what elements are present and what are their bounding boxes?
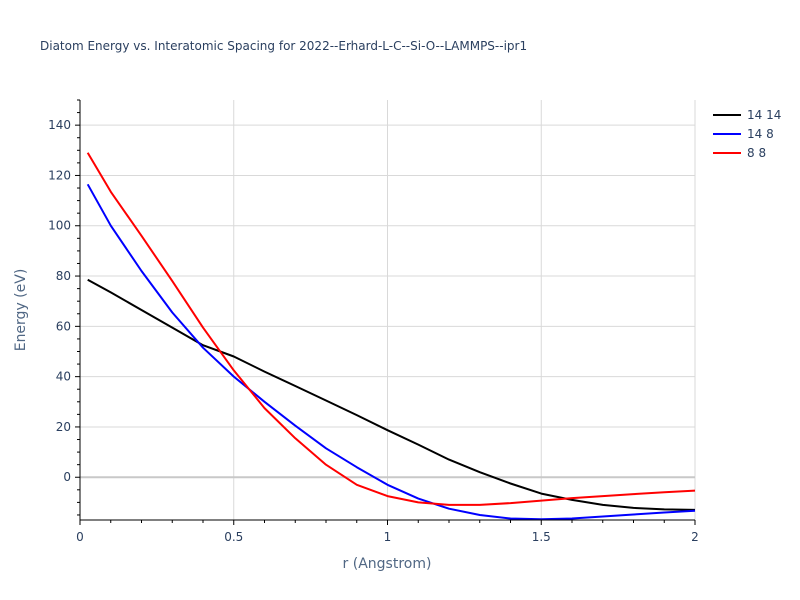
x-tick-label: 0 <box>76 530 84 544</box>
y-tick-label: 60 <box>56 319 71 333</box>
legend-item[interactable]: 8 8 <box>713 146 766 160</box>
x-tick-label: 0.5 <box>224 530 243 544</box>
y-tick-label: 140 <box>48 118 71 132</box>
y-tick-label: 100 <box>48 219 71 233</box>
legend: 14 14 14 8 8 8 <box>713 108 781 160</box>
legend-item[interactable]: 14 14 <box>713 108 781 122</box>
y-tick-label: 20 <box>56 420 71 434</box>
chart-title: Diatom Energy vs. Interatomic Spacing fo… <box>40 39 527 53</box>
y-tick-label: 120 <box>48 168 71 182</box>
x-tick-label: 1 <box>384 530 392 544</box>
y-tick-label: 80 <box>56 269 71 283</box>
legend-label: 14 14 <box>747 108 781 122</box>
y-tick-labels: 0 20 40 60 80 100 120 140 <box>48 118 71 484</box>
x-tick-label: 1.5 <box>532 530 551 544</box>
series-line-2 <box>86 183 696 521</box>
x-axis-title: r (Angstrom) <box>343 556 432 572</box>
y-axis-title: Energy (eV) <box>13 269 29 352</box>
series-line-3 <box>86 152 696 506</box>
series-layer <box>86 152 696 521</box>
y-tick-label: 0 <box>63 470 71 484</box>
axes <box>75 99 696 525</box>
y-tick-label: 40 <box>56 370 71 384</box>
x-tick-labels: 0 0.5 1 1.5 2 <box>76 530 699 544</box>
series-line-1 <box>87 278 696 511</box>
legend-label: 14 8 <box>747 127 774 141</box>
legend-label: 8 8 <box>747 146 766 160</box>
x-tick-label: 2 <box>691 530 699 544</box>
legend-item[interactable]: 14 8 <box>713 127 774 141</box>
gridlines <box>80 100 696 520</box>
